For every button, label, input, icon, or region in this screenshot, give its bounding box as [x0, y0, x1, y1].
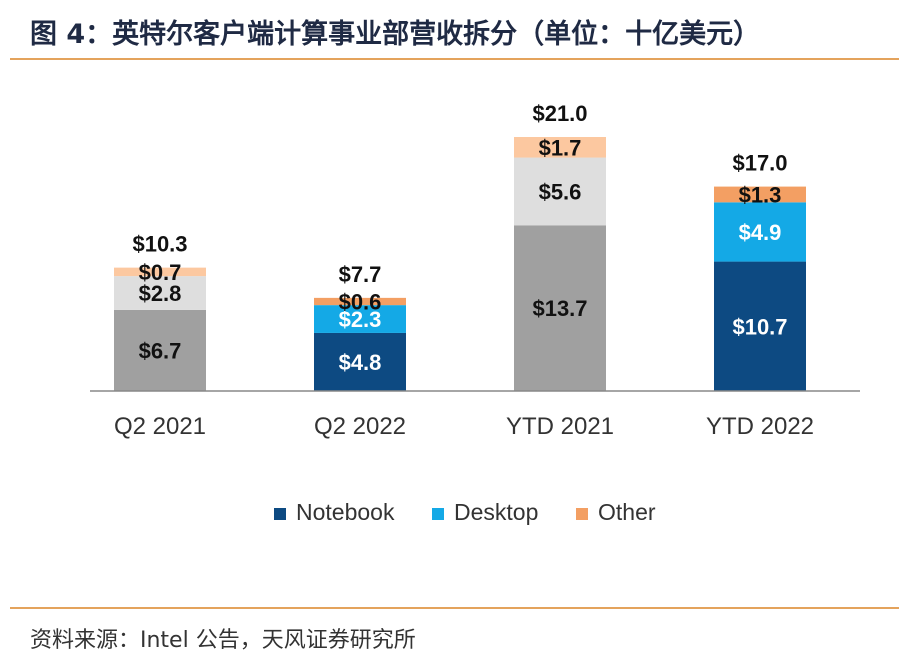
legend-swatch-notebook	[274, 508, 286, 520]
data-label-other-2: $0.6	[339, 289, 382, 314]
bar-other-1	[114, 267, 206, 277]
chart-title: 图 4：英特尔客户端计算事业部营收拆分（单位：十亿美元）	[30, 19, 761, 50]
bar-desktop-2	[314, 305, 406, 333]
top-divider	[10, 58, 899, 60]
bar-other-4	[714, 186, 806, 203]
bottom-divider	[10, 607, 899, 609]
bar-desktop-1	[114, 276, 206, 310]
bar-notebook-2	[314, 332, 406, 391]
source-note: 资料来源：Intel 公告，天风证券研究所	[30, 628, 416, 653]
stacked-bar-chart: $6.7 $2.8$0.7 $10.3 Q2 2021 $4.8 $2.3$0.6$7.7…	[90, 101, 860, 525]
bar-notebook-1	[114, 309, 206, 391]
data-label-desktop-3: $5.6	[539, 179, 582, 204]
data-label-notebook-1: $6.7	[139, 338, 182, 363]
data-label-notebook-3: $13.7	[532, 296, 587, 321]
legend-label-notebook: Notebook	[296, 499, 395, 525]
labels-group: $6.7 $2.8$0.7 $10.3 Q2 2021 $4.8 $2.3$0.6$7.7…	[114, 101, 814, 440]
bar-other-2	[314, 297, 406, 306]
x-tick-label-2: Q2 2022	[314, 413, 406, 440]
total-label-3: $21.0	[532, 101, 587, 126]
data-label-other-4: $1.3	[739, 182, 782, 207]
bars-group	[114, 137, 806, 391]
legend-label-other: Other	[598, 499, 656, 525]
legend-swatch-other	[576, 508, 588, 520]
data-label-other-1: $0.7	[139, 260, 182, 285]
legend-swatch-desktop	[432, 508, 444, 520]
x-tick-label-4: YTD 2022	[706, 413, 814, 440]
x-tick-label-1: Q2 2021	[114, 413, 206, 440]
data-label-desktop-1: $2.8	[139, 281, 182, 306]
bar-desktop-3	[514, 157, 606, 226]
bar-notebook-4	[714, 261, 806, 391]
total-label-2: $7.7	[339, 262, 382, 287]
data-label-notebook-2: $4.8	[339, 350, 382, 375]
data-label-desktop-4: $4.9	[739, 220, 782, 245]
total-label-1: $10.3	[132, 232, 187, 257]
bar-desktop-4	[714, 202, 806, 262]
data-label-notebook-4: $10.7	[732, 314, 787, 339]
bar-other-3	[514, 137, 606, 158]
legend: Notebook Desktop Other	[274, 499, 656, 525]
x-tick-label-3: YTD 2021	[506, 413, 614, 440]
total-label-4: $17.0	[732, 151, 787, 176]
data-label-desktop-2: $2.3	[339, 307, 382, 332]
data-label-other-3: $1.7	[539, 135, 582, 160]
legend-label-desktop: Desktop	[454, 499, 538, 525]
bar-notebook-3	[514, 225, 606, 391]
